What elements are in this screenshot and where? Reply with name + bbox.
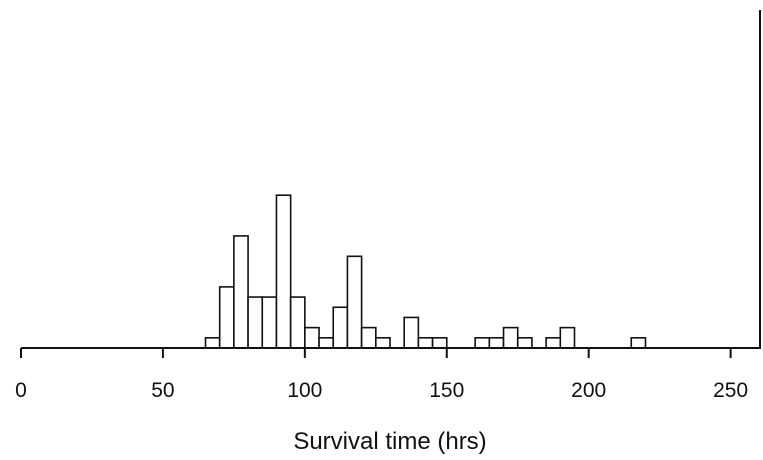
histogram-bar-145-150: [431, 337, 448, 349]
histogram-bar-140-145: [417, 337, 434, 349]
x-tick-label-150: 150: [429, 379, 464, 402]
histogram-bar-95-100: [289, 296, 306, 349]
histogram-bar-100-105: [304, 326, 320, 349]
histogram-bar-175-180: [516, 337, 533, 349]
histogram-bar-110-115: [332, 306, 349, 349]
x-tick-label-0: 0: [15, 379, 27, 402]
x-tick-label-50: 50: [151, 379, 174, 402]
x-tick-label-200: 200: [571, 379, 606, 402]
histogram-bar-135-140: [403, 316, 420, 349]
histogram-bar-65-70: [204, 337, 221, 349]
histogram-bars: [204, 194, 647, 349]
x-tick-label-100: 100: [287, 379, 322, 402]
histogram-bar-185-190: [545, 337, 562, 349]
x-tick-label-250: 250: [713, 379, 748, 402]
x-axis-title: Survival time (hrs): [293, 428, 486, 455]
histogram-bar-70-75: [218, 286, 235, 349]
histogram-bar-85-90: [261, 296, 278, 349]
x-axis-ticks: [20, 348, 732, 358]
histogram-bar-115-120: [346, 255, 363, 349]
histogram-bar-105-110: [318, 337, 335, 349]
histogram-bar-120-125: [360, 326, 377, 349]
histogram-bar-170-175: [502, 326, 519, 349]
histogram-bar-190-195: [559, 326, 576, 349]
x-axis-tick-labels: 0 50 100 150 200 250: [15, 379, 748, 402]
histogram-bar-125-130: [375, 337, 391, 349]
histogram-bar-80-85: [247, 296, 264, 349]
histogram-bar-90-95: [275, 194, 292, 349]
histogram-bar-160-165: [474, 337, 491, 349]
histogram-bar-215-220: [630, 337, 647, 349]
histogram-bar-75-80: [233, 235, 249, 349]
histogram-bar-165-170: [488, 337, 505, 349]
